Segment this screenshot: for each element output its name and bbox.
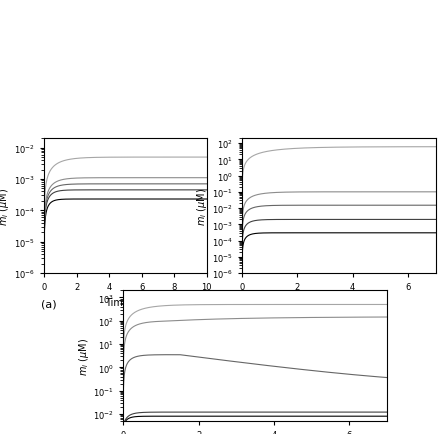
Y-axis label: $m_i$ ($\mu$M): $m_i$ ($\mu$M)	[195, 187, 209, 225]
X-axis label: Time (s): Time (s)	[106, 297, 145, 307]
Text: (a): (a)	[41, 299, 56, 309]
X-axis label: Time (s): Time (s)	[319, 297, 359, 307]
Y-axis label: $m_i$ ($\mu$M): $m_i$ ($\mu$M)	[77, 337, 91, 375]
Y-axis label: $m_i$ ($\mu$M): $m_i$ ($\mu$M)	[0, 187, 11, 225]
Text: (b): (b)	[238, 299, 254, 309]
